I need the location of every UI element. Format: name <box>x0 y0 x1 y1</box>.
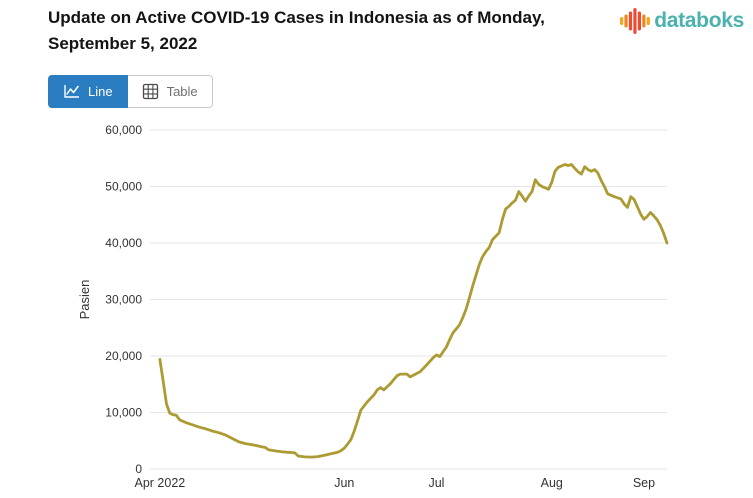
databoks-logo: databoks <box>620 7 744 35</box>
logo-bar <box>646 17 651 25</box>
table-view-button[interactable]: Table <box>127 75 213 108</box>
logo-bar <box>638 11 642 31</box>
y-tick-label: 20,000 <box>105 349 142 363</box>
y-axis-title: Pasien <box>77 280 92 320</box>
line-chart-icon <box>63 84 80 99</box>
y-tick-label: 60,000 <box>105 123 142 137</box>
series-line <box>158 163 669 459</box>
logo-bar <box>624 14 628 28</box>
chart-title-line1: Update on Active COVID-19 Cases in Indon… <box>48 8 545 27</box>
y-tick-label: 30,000 <box>105 293 142 307</box>
table-view-label: Table <box>166 84 198 99</box>
y-tick-label: 40,000 <box>105 236 142 250</box>
logo-bar <box>642 14 646 28</box>
x-tick-label: Jun <box>334 476 354 490</box>
line-view-label: Line <box>88 84 113 99</box>
line-view-button[interactable]: Line <box>48 75 128 108</box>
databoks-logo-icon <box>620 8 651 34</box>
chart-title-line2: September 5, 2022 <box>48 34 198 53</box>
chart-title: Update on Active COVID-19 Cases in Indon… <box>48 5 628 57</box>
y-tick-label: 50,000 <box>105 180 142 194</box>
logo-bar <box>620 17 624 25</box>
x-tick-label: Apr 2022 <box>135 476 186 490</box>
y-tick-label: 0 <box>135 462 142 476</box>
x-tick-label: Sep <box>633 476 655 490</box>
databoks-logo-text: databoks <box>654 9 744 32</box>
logo-bar <box>629 11 633 31</box>
y-tick-label: 10,000 <box>105 406 142 420</box>
table-icon <box>142 83 159 100</box>
view-toggle: Line Table <box>48 75 213 108</box>
logo-bar <box>633 8 637 34</box>
x-tick-label: Jul <box>428 476 444 490</box>
x-tick-label: Aug <box>541 476 563 490</box>
covid-line-chart: 0 10,000 20,000 30,000 40,000 50,000 60,000 Apr… <box>77 123 669 490</box>
